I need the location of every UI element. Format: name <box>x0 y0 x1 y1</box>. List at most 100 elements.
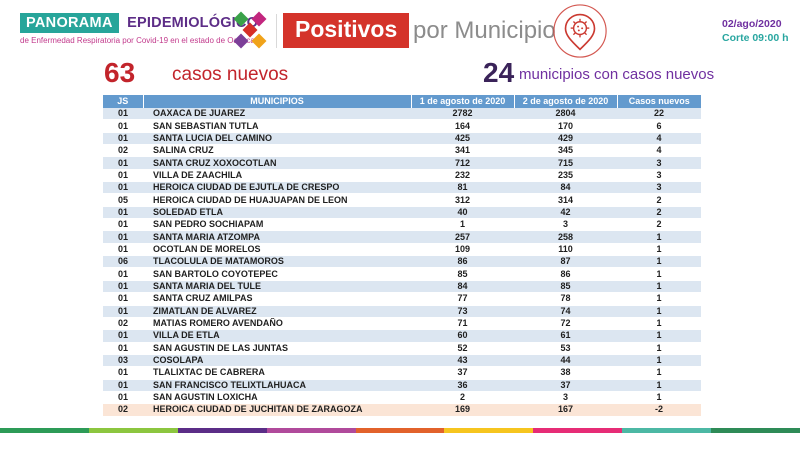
table-row: 01 HEROICA CIUDAD DE EJUTLA DE CRESPO 81 84… <box>103 181 701 194</box>
date2-cell: 2804 <box>555 108 576 119</box>
table-row: 01 OCOTLAN DE MORELOS 109 110 1 <box>103 243 701 256</box>
municipios-table: JS MUNICIPIOS 1 de agosto de 2020 2 de agos… <box>103 95 701 417</box>
municipalities-label: municipios con casos nuevos <box>519 66 715 83</box>
municipio-cell: TLACOLULA DE MATAMOROS <box>153 256 284 267</box>
date1-cell: 71 <box>457 318 468 329</box>
table-row: 01 SAN AGUSTIN LOXICHA 2 3 1 <box>103 391 701 404</box>
date2-cell: 3 <box>562 219 568 230</box>
new-cases-cell: 1 <box>656 330 662 341</box>
date1-cell: 60 <box>457 330 468 341</box>
date2-cell: 87 <box>560 256 571 267</box>
table-wrap: JS MUNICIPIOS 1 de agosto de 2020 2 de agos… <box>103 95 701 417</box>
table-row: 01 SANTA MARIA DEL TULE 84 85 1 <box>103 280 701 293</box>
table-row: 01 ZIMATLAN DE ALVAREZ 73 74 1 <box>103 305 701 318</box>
date2-cell: 345 <box>557 145 574 156</box>
new-cases-cell: 2 <box>656 219 662 230</box>
new-cases-cell: 3 <box>656 157 662 168</box>
date2-cell: 37 <box>560 379 571 390</box>
date1-cell: 86 <box>457 256 468 267</box>
date1-cell: 109 <box>454 243 471 254</box>
new-cases-cell: 22 <box>653 108 664 119</box>
new-cases-cell: 1 <box>656 342 662 353</box>
municipio-cell: SAN BARTOLO COYOTEPEC <box>153 268 278 279</box>
new-cases-cell: 2 <box>656 206 662 217</box>
new-cases-cell: 1 <box>656 268 662 279</box>
date2-cell: 38 <box>560 367 571 378</box>
color-bar-segment <box>266 428 356 433</box>
title-por-municipio: por Municipio <box>413 17 556 44</box>
date2-cell: 53 <box>560 342 571 353</box>
new-cases-cell: 1 <box>656 243 662 254</box>
municipio-cell: HEROICA CIUDAD DE JUCHITAN DE ZARAGOZA <box>153 404 363 415</box>
date2-cell: 167 <box>557 404 574 415</box>
date1-cell: 712 <box>454 157 471 168</box>
brand-title: PANORAMA EPIDEMIOLÓGICO <box>20 13 258 33</box>
table-row: 01 SANTA CRUZ XOXOCOTLAN 712 715 3 <box>103 156 701 170</box>
date1-cell: 2782 <box>452 108 473 119</box>
map-pin-virus-icon <box>553 4 607 58</box>
municipio-cell: OAXACA DE JUAREZ <box>153 108 246 119</box>
table-row: 02 MATIAS ROMERO AVENDAÑO 71 72 1 <box>103 317 701 330</box>
date1-cell: 1 <box>459 219 465 230</box>
color-bar-segment <box>177 428 267 433</box>
js-cell: 01 <box>117 243 128 254</box>
municipio-cell: SALINA CRUZ <box>153 145 214 156</box>
js-cell: 01 <box>117 330 128 341</box>
logo-diamond-3 <box>233 33 249 49</box>
column-header-3: 2 de agosto de 2020 <box>514 95 618 108</box>
municipio-cell: SAN FRANCISCO TELIXTLAHUACA <box>153 379 306 390</box>
date1-cell: 52 <box>457 342 468 353</box>
table-row: 01 SAN SEBASTIAN TUTLA 164 170 6 <box>103 119 701 133</box>
js-cell: 01 <box>117 392 128 403</box>
date1-cell: 425 <box>454 132 471 143</box>
js-cell: 01 <box>117 169 128 180</box>
municipio-cell: SOLEDAD ETLA <box>153 206 224 217</box>
color-bar-segment <box>88 428 178 433</box>
date1-cell: 37 <box>457 367 468 378</box>
js-cell: 01 <box>117 219 128 230</box>
js-cell: 01 <box>117 108 128 119</box>
municipio-cell: COSOLAPA <box>153 355 204 366</box>
new-cases-cell: 3 <box>656 169 662 180</box>
new-cases-cell: 1 <box>656 318 662 329</box>
date2-cell: 86 <box>560 268 571 279</box>
js-cell: 01 <box>117 367 128 378</box>
date1-cell: 2 <box>459 392 465 403</box>
date2-cell: 3 <box>562 392 568 403</box>
new-cases-cell: 2 <box>656 194 662 205</box>
color-bar-segment <box>533 428 623 433</box>
table-row: 01 VILLA DE ZAACHILA 232 235 3 <box>103 169 701 182</box>
js-cell: 03 <box>117 355 128 366</box>
brand-block: PANORAMA EPIDEMIOLÓGICO de Enfermedad Re… <box>20 13 258 45</box>
new-cases-value: 63 <box>104 57 136 88</box>
municipio-cell: SANTA CRUZ XOXOCOTLAN <box>153 157 277 168</box>
new-cases-cell: 4 <box>656 132 662 143</box>
logo-diamond-0 <box>233 11 249 27</box>
new-cases-cell: 4 <box>656 145 662 156</box>
date2-cell: 110 <box>558 243 573 254</box>
municipio-cell: MATIAS ROMERO AVENDAÑO <box>153 318 283 329</box>
date2-cell: 84 <box>560 182 571 193</box>
new-cases-cell: 1 <box>656 293 662 304</box>
js-cell: 06 <box>117 256 128 267</box>
table-row: 01 SANTA MARIA ATZOMPA 257 258 1 <box>103 230 701 244</box>
table-row: 01 OAXACA DE JUAREZ 2782 2804 22 <box>103 108 701 120</box>
table-body: 01 OAXACA DE JUAREZ 2782 2804 22 01 SAN SEBAST… <box>103 108 701 417</box>
new-cases-cell: 6 <box>656 120 662 131</box>
municipio-cell: SANTA LUCIA DEL CAMINO <box>153 132 272 143</box>
color-bar-segment <box>622 428 712 433</box>
title-positivos-badge: Positivos <box>283 13 410 48</box>
js-cell: 01 <box>117 206 128 217</box>
table-row: 02 HEROICA CIUDAD DE JUCHITAN DE ZARAGOZA… <box>103 403 701 417</box>
date2-cell: 78 <box>560 293 571 304</box>
new-cases-cell: 1 <box>656 355 662 366</box>
new-cases-cell: 1 <box>656 256 662 267</box>
municipio-cell: TLALIXTAC DE CABRERA <box>153 367 265 378</box>
new-cases-cell: 1 <box>656 392 662 403</box>
new-cases-cell: 1 <box>656 231 662 242</box>
table-row: 06 TLACOLULA DE MATAMOROS 86 87 1 <box>103 255 701 268</box>
column-header-2: 1 de agosto de 2020 <box>411 95 515 108</box>
js-cell: 02 <box>117 318 128 329</box>
table-row: 03 COSOLAPA 43 44 1 <box>103 354 701 367</box>
date1-cell: 341 <box>454 145 471 156</box>
